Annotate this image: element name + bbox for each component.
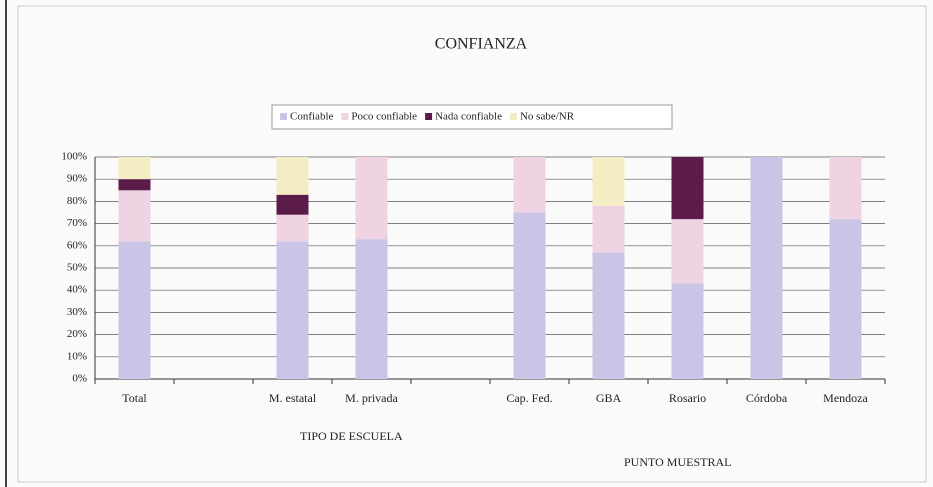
legend-swatch bbox=[425, 113, 433, 120]
x-tick-label: M. estatal bbox=[268, 391, 317, 405]
bar-segment bbox=[513, 212, 546, 379]
x-tick-label: Rosario bbox=[668, 391, 707, 405]
bar-segment bbox=[355, 157, 388, 240]
legend-label: Nada confiable bbox=[435, 111, 502, 123]
legend-label: Confiable bbox=[290, 111, 333, 123]
y-tick-label: 0% bbox=[72, 373, 87, 385]
bar-segment bbox=[355, 239, 388, 379]
legend-swatch bbox=[280, 113, 287, 120]
y-tick-label: 60% bbox=[67, 239, 87, 251]
axis-group-label: TIPO DE ESCUELA bbox=[300, 429, 403, 443]
frame bbox=[17, 5, 927, 483]
y-tick-label: 50% bbox=[67, 262, 87, 274]
bar-segment bbox=[276, 214, 309, 242]
y-tick-label: 80% bbox=[67, 195, 87, 207]
bar-segment bbox=[671, 283, 704, 379]
bar-segment bbox=[118, 190, 151, 242]
y-tick-label: 10% bbox=[67, 350, 87, 362]
legend-label: No sabe/NR bbox=[520, 111, 575, 123]
bar-segment bbox=[276, 241, 309, 379]
bar-segment bbox=[118, 179, 151, 191]
x-tick-label: Cap. Fed. bbox=[506, 391, 553, 405]
legend-label: Poco confiable bbox=[351, 111, 417, 123]
bar-segment bbox=[276, 194, 309, 215]
x-tick-label: Mendoza bbox=[823, 391, 868, 405]
x-tick-label: Córdoba bbox=[745, 391, 788, 405]
bar-segment bbox=[750, 157, 783, 379]
bar-segment bbox=[671, 157, 704, 220]
bar-segment bbox=[513, 157, 546, 213]
y-tick-label: 40% bbox=[67, 284, 87, 296]
bar-segment bbox=[592, 252, 625, 379]
bar-segment bbox=[118, 157, 151, 180]
bar-segment bbox=[829, 219, 862, 379]
y-tick-label: 30% bbox=[67, 306, 87, 318]
chart-title: CONFIANZA bbox=[435, 36, 528, 53]
legend-box bbox=[271, 104, 673, 130]
legend-swatch bbox=[341, 113, 349, 120]
y-tick-label: 70% bbox=[67, 217, 87, 229]
y-tick-label: 90% bbox=[67, 173, 87, 185]
legend-swatch bbox=[509, 113, 517, 120]
bar-segment bbox=[829, 157, 862, 220]
axis-group-label: PUNTO MUESTRAL bbox=[624, 455, 732, 469]
bar-segment bbox=[118, 241, 151, 379]
bar-segment bbox=[276, 157, 309, 195]
y-tick-label: 100% bbox=[61, 151, 87, 163]
x-tick-label: Total bbox=[122, 391, 147, 405]
bar-segment bbox=[592, 205, 625, 253]
y-tick-label: 20% bbox=[67, 328, 87, 340]
bar-segment bbox=[671, 219, 704, 284]
x-tick-label: GBA bbox=[595, 391, 622, 405]
x-tick-label: M. privada bbox=[345, 391, 398, 405]
bar-segment bbox=[592, 157, 625, 206]
